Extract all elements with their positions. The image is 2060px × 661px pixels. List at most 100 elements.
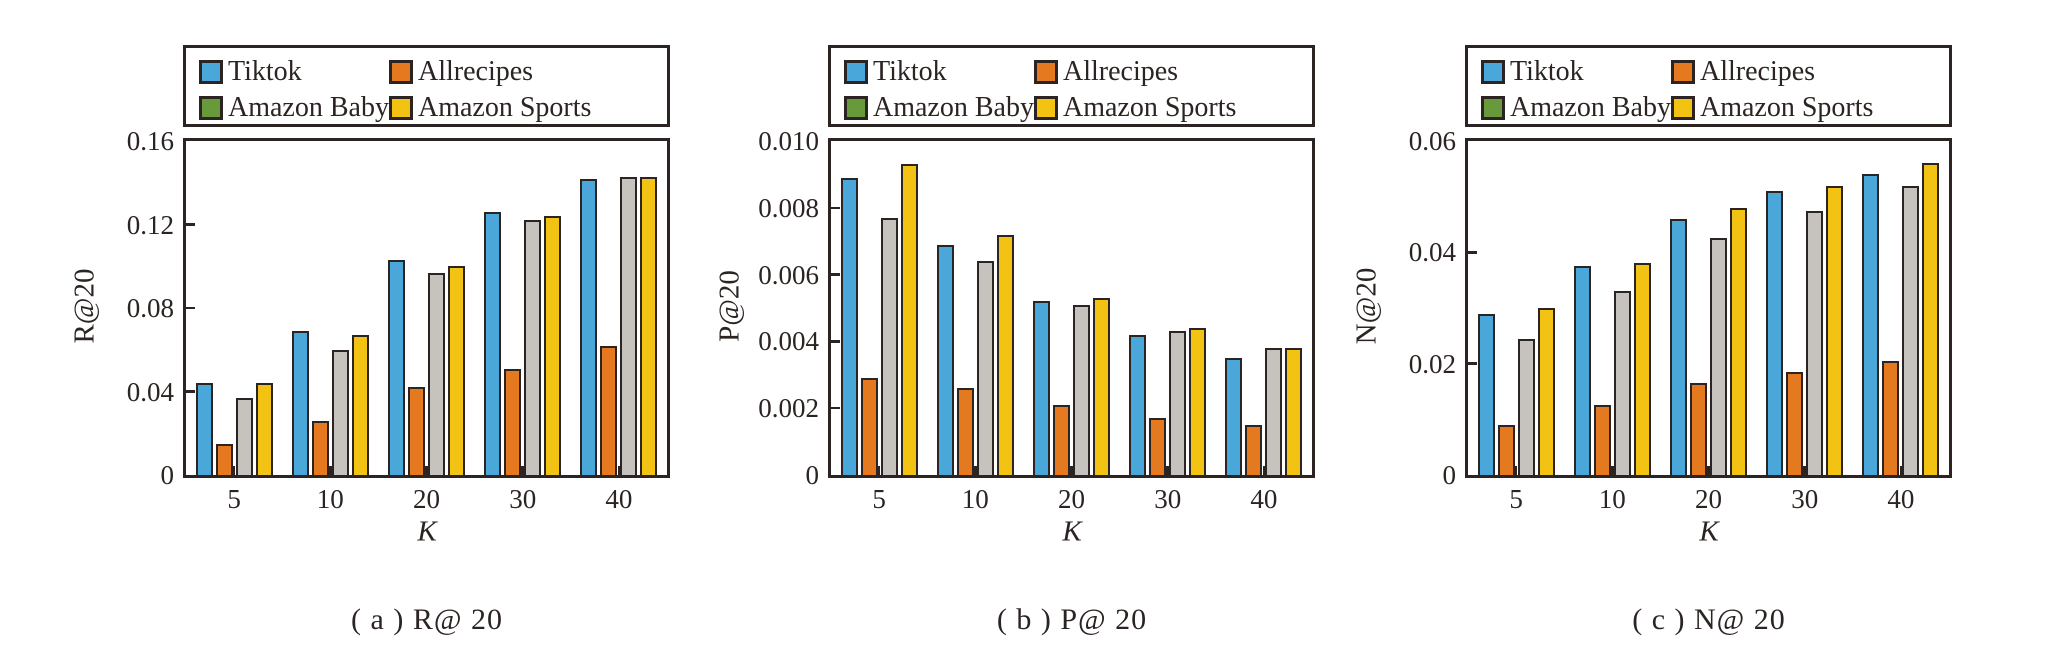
legend-entry-tiktok: Tiktok bbox=[1481, 56, 1584, 88]
legend-box: Tiktok Allrecipes Amazon Baby Amazon Sports bbox=[1465, 45, 1952, 127]
bar-amazon-sports-k20 bbox=[1730, 207, 1747, 475]
bar-allrecipes-k40 bbox=[600, 345, 618, 475]
chart-panel-recall: Tiktok Allrecipes Amazon Baby Amazon Sports… bbox=[0, 0, 686, 661]
bar-amazon-baby-k40 bbox=[1902, 185, 1920, 475]
chart-caption: ( c ) N@ 20 bbox=[1632, 603, 1786, 636]
bar-amazon-baby-k10 bbox=[976, 261, 994, 475]
legend-entry-allrecipes: Allrecipes bbox=[1034, 56, 1178, 88]
legend-label: Tiktok bbox=[1510, 56, 1584, 87]
y-tick-label: 0.006 bbox=[758, 259, 819, 290]
x-tick-label: 5 bbox=[1509, 484, 1523, 514]
bar-amazon-baby-k30 bbox=[524, 220, 542, 475]
x-tick-mark bbox=[1262, 466, 1266, 475]
y-tick-mark bbox=[1468, 362, 1477, 365]
bar-tiktok-k30 bbox=[484, 211, 502, 475]
legend-label: Allrecipes bbox=[1063, 56, 1179, 87]
x-tick-label: 20 bbox=[413, 484, 440, 514]
bar-amazon-baby-k20 bbox=[428, 272, 445, 475]
y-tick-label: 0.02 bbox=[1408, 348, 1456, 379]
y-tick-label: 0 bbox=[160, 460, 175, 490]
x-tick-mark bbox=[425, 466, 428, 475]
x-tick-mark bbox=[521, 466, 524, 475]
x-tick-mark bbox=[1803, 466, 1806, 475]
bar-amazon-baby-k5 bbox=[1517, 338, 1535, 475]
bar-allrecipes-k10 bbox=[1593, 405, 1611, 475]
bar-amazon-sports-k10 bbox=[1633, 263, 1651, 475]
legend-entry-amazon-sports: Amazon Sports bbox=[389, 92, 591, 124]
chart-panel-precision: Tiktok Allrecipes Amazon Baby Amazon Sports… bbox=[645, 0, 1331, 661]
bar-tiktok-k30 bbox=[1129, 334, 1147, 475]
bar-tiktok-k40 bbox=[1862, 174, 1880, 475]
legend-swatch-amazon-sports bbox=[1034, 96, 1058, 120]
x-tick-mark bbox=[974, 466, 977, 475]
legend-entry-amazon-baby: Amazon Baby bbox=[199, 92, 389, 124]
y-tick-label: 0 bbox=[805, 460, 820, 490]
x-tick-label: 40 bbox=[605, 484, 633, 514]
y-tick-label: 0.04 bbox=[1408, 237, 1456, 268]
bar-allrecipes-k40 bbox=[1882, 360, 1900, 475]
x-tick-mark bbox=[1070, 466, 1073, 475]
legend-entry-tiktok: Tiktok bbox=[844, 56, 947, 88]
bar-amazon-baby-k40 bbox=[620, 176, 638, 475]
x-axis-label: K bbox=[1062, 515, 1082, 548]
x-tick-mark bbox=[329, 466, 332, 475]
bar-amazon-sports-k30 bbox=[1826, 185, 1844, 475]
y-tick-label: 0.06 bbox=[1408, 126, 1456, 156]
legend-label: Allrecipes bbox=[418, 56, 534, 87]
bar-amazon-sports-k40 bbox=[1285, 348, 1303, 475]
bar-amazon-baby-k30 bbox=[1806, 210, 1824, 475]
legend-swatch-allrecipes bbox=[1671, 60, 1695, 84]
legend-swatch-tiktok bbox=[844, 60, 868, 84]
x-axis-label: K bbox=[417, 515, 437, 548]
legend-label: Amazon Sports bbox=[1063, 92, 1237, 123]
x-tick-label: 10 bbox=[961, 484, 989, 514]
x-tick-mark bbox=[1514, 466, 1518, 475]
legend-entry-allrecipes: Allrecipes bbox=[389, 56, 533, 88]
legend-entry-allrecipes: Allrecipes bbox=[1671, 56, 1815, 88]
x-tick-label: 30 bbox=[1791, 484, 1819, 514]
legend-swatch-amazon-baby bbox=[844, 96, 868, 120]
bar-tiktok-k10 bbox=[291, 330, 309, 475]
y-tick-mark bbox=[186, 223, 195, 226]
x-tick-mark bbox=[1166, 466, 1169, 475]
bar-amazon-sports-k40 bbox=[1922, 163, 1940, 475]
y-tick-label: 0 bbox=[1442, 460, 1457, 490]
legend-label: Amazon Sports bbox=[418, 92, 592, 123]
legend-swatch-amazon-sports bbox=[389, 96, 413, 120]
legend-label: Allrecipes bbox=[1700, 56, 1816, 87]
bar-amazon-baby-k20 bbox=[1710, 238, 1727, 475]
bar-amazon-sports-k40 bbox=[640, 176, 658, 475]
y-axis-label: N@20 bbox=[1350, 267, 1383, 345]
bar-allrecipes-k5 bbox=[1497, 424, 1515, 475]
bar-amazon-baby-k40 bbox=[1265, 348, 1283, 475]
legend-label: Amazon Baby bbox=[228, 92, 389, 123]
x-tick-label: 10 bbox=[1598, 484, 1626, 514]
chart-panel-ndcg: Tiktok Allrecipes Amazon Baby Amazon Sports… bbox=[1282, 0, 1968, 661]
legend-entry-amazon-baby: Amazon Baby bbox=[1481, 92, 1671, 124]
x-tick-label: 5 bbox=[227, 484, 241, 514]
bar-amazon-sports-k30 bbox=[1189, 328, 1207, 475]
y-tick-mark bbox=[831, 273, 840, 276]
bar-tiktok-k10 bbox=[1573, 266, 1591, 475]
x-tick-mark bbox=[617, 466, 621, 475]
legend-swatch-amazon-baby bbox=[199, 96, 223, 120]
bar-amazon-sports-k20 bbox=[1093, 297, 1110, 475]
chart-caption: ( b ) P@ 20 bbox=[996, 603, 1148, 636]
legend-swatch-amazon-sports bbox=[1671, 96, 1695, 120]
bar-tiktok-k40 bbox=[1225, 358, 1243, 475]
x-tick-label: 10 bbox=[316, 484, 344, 514]
bar-amazon-sports-k20 bbox=[448, 266, 465, 475]
legend-swatch-tiktok bbox=[199, 60, 223, 84]
y-tick-label: 0.16 bbox=[126, 126, 174, 156]
legend-box: Tiktok Allrecipes Amazon Baby Amazon Sports bbox=[828, 45, 1315, 127]
chart-caption: ( a ) R@ 20 bbox=[351, 603, 503, 636]
plot-area: 0 0.002 0.004 0.006 0.008 0.010 5 10 20 30 40 bbox=[758, 126, 1315, 514]
bar-tiktok-k5 bbox=[840, 177, 858, 475]
bar-tiktok-k20 bbox=[1033, 301, 1050, 475]
x-tick-label: 20 bbox=[1058, 484, 1085, 514]
bar-amazon-baby-k5 bbox=[235, 397, 253, 475]
legend-entry-amazon-sports: Amazon Sports bbox=[1671, 92, 1873, 124]
y-tick-label: 0.004 bbox=[758, 326, 819, 357]
bar-tiktok-k10 bbox=[936, 244, 954, 475]
x-tick-mark bbox=[1707, 466, 1710, 475]
